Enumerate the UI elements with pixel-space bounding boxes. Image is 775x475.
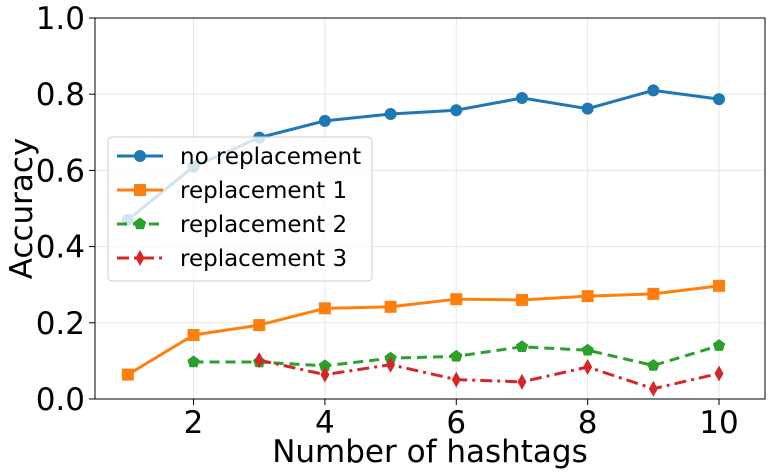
data-point (254, 352, 264, 369)
data-point (320, 366, 330, 383)
data-point (713, 93, 726, 106)
series-3 (187, 339, 726, 372)
legend-marker (134, 150, 146, 162)
data-point (450, 293, 463, 306)
legend-label: replacement 2 (180, 212, 347, 238)
series-line (258, 358, 720, 391)
data-point (386, 356, 396, 373)
legend: no replacement replacement 1 replacement 2… (107, 136, 373, 282)
data-point (384, 108, 397, 121)
series-line (127, 284, 720, 376)
legend-entry: replacement 2 (117, 212, 347, 238)
y-tick-label: 0.0 (36, 382, 85, 418)
series-4 (254, 352, 724, 397)
data-point (450, 349, 463, 362)
x-tick-label: 10 (699, 405, 738, 441)
x-tick-label: 2 (184, 405, 204, 441)
y-tick-label: 0.4 (36, 230, 85, 266)
legend-box (107, 136, 373, 282)
x-tick-label: 4 (315, 405, 335, 441)
data-point (647, 287, 660, 300)
data-point (714, 365, 724, 382)
legend-label: no replacement (180, 144, 361, 170)
data-point (647, 358, 660, 371)
data-point (517, 373, 527, 390)
data-point (187, 355, 200, 368)
data-point (581, 102, 594, 115)
data-point (253, 319, 266, 332)
data-point (713, 279, 726, 292)
y-tick-label: 1.0 (36, 1, 85, 37)
data-point (121, 368, 134, 381)
data-point (318, 114, 331, 127)
y-axis-label: Accuracy (4, 138, 40, 280)
axis-ticks: 2 4 6 8 10 0.0 0.2 0.4 0.6 0.8 1.0 (36, 1, 739, 441)
x-tick-label: 8 (578, 405, 598, 441)
x-axis-label: Number of hashtags (272, 434, 588, 470)
data-point (318, 359, 332, 372)
legend-entry: replacement 3 (117, 246, 347, 272)
y-tick-label: 0.2 (36, 306, 85, 342)
data-point (581, 290, 594, 303)
data-point (450, 104, 463, 117)
data-point (648, 380, 658, 397)
legend-marker (133, 217, 147, 230)
data-point (515, 92, 528, 105)
y-tick-label: 0.8 (36, 77, 85, 113)
legend-entry: no replacement (117, 144, 361, 170)
data-point (384, 300, 397, 313)
series-layer (121, 84, 726, 397)
plot-area (94, 17, 766, 400)
legend-entry: replacement 1 (117, 178, 347, 204)
data-point (187, 328, 200, 341)
legend-marker (134, 184, 146, 196)
data-point (515, 293, 528, 306)
data-point (647, 84, 660, 97)
data-point (515, 340, 529, 353)
legend-label: replacement 1 (180, 178, 347, 204)
data-point (451, 371, 461, 388)
legend-label: replacement 3 (180, 246, 347, 272)
data-point (583, 358, 593, 375)
y-tick-label: 0.6 (36, 153, 85, 189)
legend-marker (135, 250, 145, 266)
data-point (712, 339, 726, 351)
series-2 (121, 279, 726, 381)
data-point (581, 343, 594, 356)
data-point (318, 302, 331, 315)
x-tick-label: 6 (446, 405, 466, 441)
